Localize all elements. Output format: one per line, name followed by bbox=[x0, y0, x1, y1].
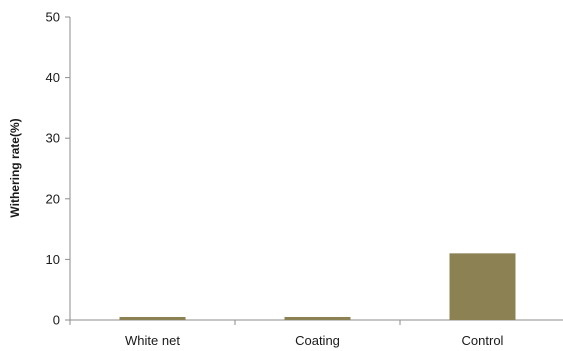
y-tick-label: 0 bbox=[53, 313, 60, 328]
bar-control bbox=[449, 253, 516, 320]
y-tick-label: 40 bbox=[46, 70, 60, 85]
x-tick-group: White net Coating Control bbox=[69, 320, 504, 348]
y-axis-title: Withering rate(%) bbox=[8, 118, 22, 217]
y-tick-label: 30 bbox=[46, 131, 60, 146]
bar-coating bbox=[284, 316, 351, 320]
y-tick-label: 50 bbox=[46, 10, 60, 25]
x-tick-label: Control bbox=[462, 333, 504, 348]
x-tick-label: White net bbox=[125, 333, 180, 348]
bar-group bbox=[119, 253, 516, 320]
y-tick-group: 0 10 20 30 40 50 bbox=[46, 10, 70, 328]
bar-white-net bbox=[119, 316, 186, 320]
y-tick-label: 10 bbox=[46, 252, 60, 267]
x-tick-label: Coating bbox=[295, 333, 340, 348]
y-tick-label: 20 bbox=[46, 191, 60, 206]
